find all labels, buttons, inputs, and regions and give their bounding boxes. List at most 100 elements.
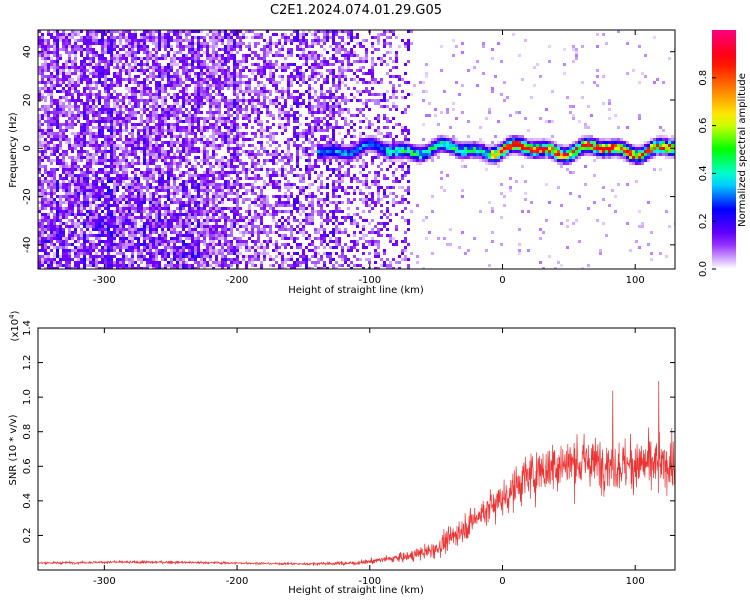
heatmap-cell: [92, 198, 95, 201]
heatmap-cell: [167, 30, 170, 33]
heatmap-cell: [50, 96, 53, 99]
heatmap-cell: [170, 123, 173, 126]
heatmap-cell: [101, 189, 104, 192]
heatmap-cell: [197, 177, 200, 180]
heatmap-cell: [113, 261, 116, 264]
heatmap-cell: [185, 222, 188, 225]
heatmap-cell: [257, 240, 260, 243]
heatmap-cell: [116, 186, 119, 189]
heatmap-cell: [176, 246, 179, 249]
heatmap-cell: [236, 105, 239, 108]
heatmap-cell: [140, 216, 143, 219]
heatmap-cell: [272, 243, 275, 246]
heatmap-cell: [59, 237, 62, 240]
heatmap-cell: [185, 171, 188, 174]
heatmap-cell: [275, 222, 278, 225]
heatmap-cell: [143, 240, 146, 243]
heatmap-cell: [68, 33, 71, 36]
heatmap-cell: [260, 36, 263, 39]
heatmap-cell: [77, 159, 80, 162]
heatmap-cell: [182, 219, 185, 222]
heatmap-cell: [164, 171, 167, 174]
heatmap-cell: [107, 264, 110, 267]
heatmap-cell: [86, 30, 89, 33]
heatmap-cell: [254, 204, 257, 207]
heatmap-cell: [98, 96, 101, 99]
heatmap-cell: [197, 243, 200, 246]
heatmap-cell: [260, 90, 263, 93]
heatmap-cell: [68, 105, 71, 108]
heatmap-cell: [122, 234, 125, 237]
heatmap-cell: [215, 111, 218, 114]
heatmap-cell: [182, 255, 185, 258]
heatmap-cell: [146, 174, 149, 177]
heatmap-cell: [281, 252, 284, 255]
heatmap-cell: [257, 246, 260, 249]
heatmap-cell: [194, 159, 197, 162]
heatmap-cell: [218, 216, 221, 219]
heatmap-cell: [41, 78, 44, 81]
heatmap-cell: [296, 75, 299, 78]
heatmap-cell: [236, 96, 239, 99]
heatmap-cell: [128, 96, 131, 99]
heatmap-cell: [200, 102, 203, 105]
heatmap-cell: [74, 114, 77, 117]
heatmap-cell: [233, 48, 236, 51]
heatmap-cell: [119, 132, 122, 135]
heatmap-cell: [215, 225, 218, 228]
heatmap-cell: [287, 117, 290, 120]
heatmap-cell: [296, 132, 299, 135]
heatmap-cell: [227, 135, 230, 138]
heatmap-cell: [146, 216, 149, 219]
heatmap-cell: [164, 237, 167, 240]
heatmap-cell: [143, 231, 146, 234]
heatmap-cell: [209, 111, 212, 114]
heatmap-cell: [203, 162, 206, 165]
heatmap-cell: [179, 162, 182, 165]
heatmap-cell: [104, 102, 107, 105]
heatmap-cell: [191, 54, 194, 57]
heatmap-cell: [143, 198, 146, 201]
heatmap-cell: [173, 81, 176, 84]
heatmap-cell: [116, 81, 119, 84]
heatmap-cell: [236, 42, 239, 45]
heatmap-cell: [116, 171, 119, 174]
heatmap-cell: [131, 39, 134, 42]
heatmap-cell: [173, 51, 176, 54]
heatmap-cell: [74, 156, 77, 159]
heatmap-cell: [269, 99, 272, 102]
heatmap-cell: [131, 60, 134, 63]
heatmap-cell: [209, 246, 212, 249]
heatmap-cell: [158, 39, 161, 42]
heatmap-cell: [95, 186, 98, 189]
heatmap-cell: [176, 36, 179, 39]
heatmap-cell: [140, 249, 143, 252]
heatmap-cell: [77, 144, 80, 147]
heatmap-cell: [224, 192, 227, 195]
heatmap-cell: [92, 156, 95, 159]
heatmap-cell: [65, 99, 68, 102]
heatmap-cell: [254, 258, 257, 261]
heatmap-cell: [287, 198, 290, 201]
heatmap-cell: [245, 216, 248, 219]
heatmap-cell: [104, 135, 107, 138]
heatmap-cell: [176, 117, 179, 120]
heatmap-cell: [152, 144, 155, 147]
heatmap-cell: [269, 255, 272, 258]
heatmap-cell: [272, 219, 275, 222]
heatmap-cell: [47, 114, 50, 117]
heatmap-cell: [98, 231, 101, 234]
heatmap-cell: [71, 87, 74, 90]
heatmap-cell: [140, 207, 143, 210]
heatmap-cell: [44, 42, 47, 45]
heatmap-cell: [101, 117, 104, 120]
heatmap-cell: [83, 246, 86, 249]
heatmap-cell: [83, 183, 86, 186]
heatmap-cell: [287, 39, 290, 42]
heatmap-cell: [257, 111, 260, 114]
heatmap-cell: [188, 84, 191, 87]
heatmap-cell: [86, 165, 89, 168]
heatmap-cell: [146, 252, 149, 255]
heatmap-cell: [239, 135, 242, 138]
heatmap-cell: [221, 138, 224, 141]
